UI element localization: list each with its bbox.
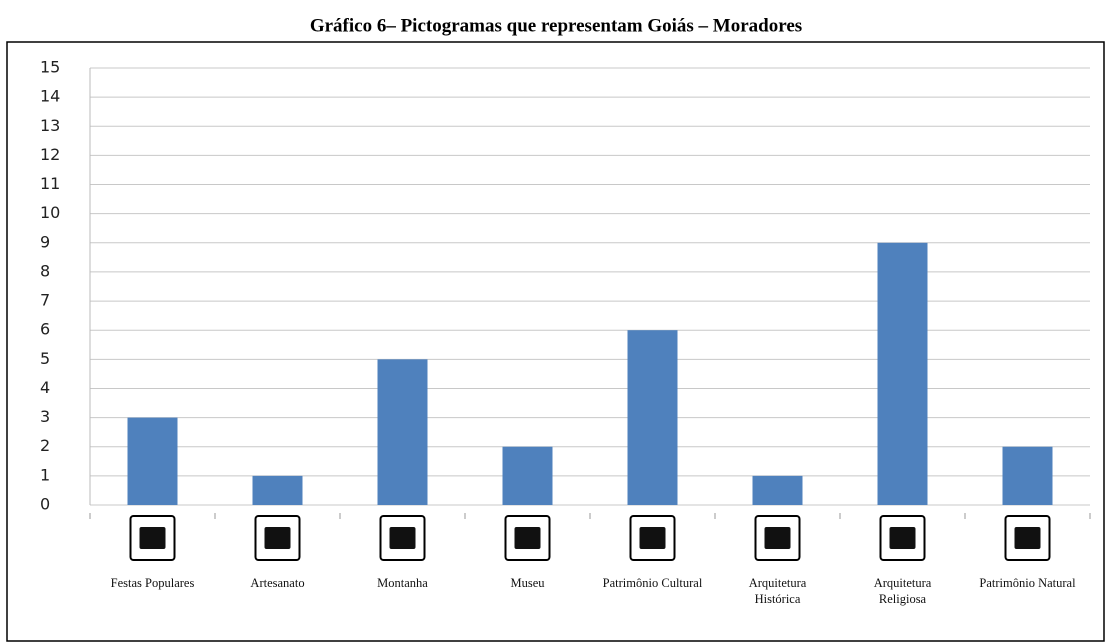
bar [752,475,803,505]
x-tick-label: Arquitetura Histórica [748,576,807,606]
y-tick-label: 4 [40,378,50,397]
bar [1002,446,1053,505]
y-tick-label: 11 [40,174,60,193]
y-tick-label: 10 [40,203,60,222]
pictogram-glyph [264,527,291,549]
pictogram-glyph [639,527,666,549]
pictogram-glyph [1014,527,1041,549]
x-tick-label: Montanha [377,576,428,590]
x-tick-label: Artesanato [250,576,305,590]
y-tick-label: 6 [40,320,50,339]
bar [502,446,553,505]
y-tick-label: 14 [40,87,60,106]
x-tick-label: Museu [510,576,545,590]
y-tick-label: 7 [40,291,50,310]
y-tick-label: 0 [40,495,50,514]
chart-frame [6,41,1105,642]
y-tick-label: 3 [40,407,50,426]
y-tick-label: 12 [40,145,60,164]
pictogram-glyph [889,527,916,549]
y-tick-label: 9 [40,232,50,251]
pictogram-glyph [514,527,541,549]
bar [877,242,928,506]
bar [127,417,178,505]
chart-title: Gráfico 6– Pictogramas que representam G… [310,15,802,36]
bar [252,475,303,505]
bar [377,359,428,505]
x-tick-label: Arquitetura Religiosa [873,576,932,606]
pictogram-glyph [139,527,166,549]
y-tick-label: 1 [40,465,50,484]
x-tick-label: Patrimônio Natural [979,576,1076,590]
y-tick-label: 13 [40,116,60,135]
y-tick-label: 8 [40,261,50,280]
pictogram-glyph [389,527,416,549]
y-tick-label: 5 [40,349,50,368]
pictogram-glyph [764,527,791,549]
x-tick-label: Patrimônio Cultural [602,576,703,590]
bar [627,330,678,505]
y-tick-label: 2 [40,436,50,455]
x-tick-label: Festas Populares [110,576,195,590]
y-tick-label: 15 [40,58,60,77]
